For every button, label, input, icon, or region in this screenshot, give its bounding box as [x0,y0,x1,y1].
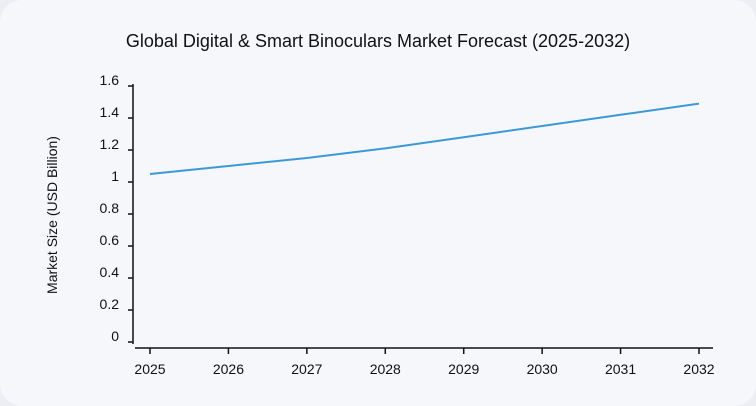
x-tick-label: 2031 [605,361,636,377]
y-tick-label: 0.6 [100,232,120,248]
y-tick-label: 0 [111,328,119,344]
series-line [149,102,700,175]
x-tick-label: 2032 [683,361,714,377]
chart-title: Global Digital & Smart Binoculars Market… [125,31,631,51]
x-tick-label: 2028 [370,361,401,377]
x-tick-label: 2030 [527,361,558,377]
x-tick-label: 2029 [448,361,479,377]
x-tick-label: 2026 [213,361,244,377]
y-tick-label: 0.2 [100,296,120,312]
y-tick-label: 1.2 [100,136,120,152]
y-tick-label: 1.4 [100,104,120,120]
y-tick-label: 1.6 [100,72,120,88]
x-tick-label: 2027 [291,361,322,377]
y-tick-label: 0.4 [100,264,120,280]
y-tick-label: 1 [111,168,119,184]
x-tick-label: 2025 [134,361,165,377]
y-tick-label: 0.8 [100,200,120,216]
